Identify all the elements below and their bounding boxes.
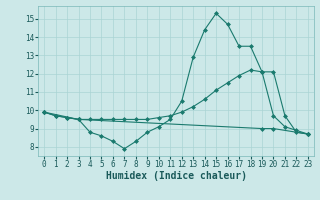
X-axis label: Humidex (Indice chaleur): Humidex (Indice chaleur) [106, 171, 246, 181]
